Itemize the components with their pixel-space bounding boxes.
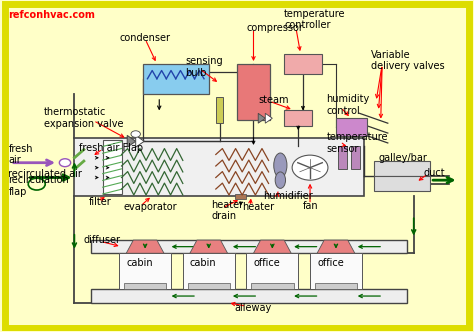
Bar (336, 118, 366, 136)
Circle shape (292, 155, 328, 180)
Bar (251, 283, 293, 290)
Bar (315, 283, 357, 290)
Text: thermostatic
expansion valve: thermostatic expansion valve (44, 108, 123, 129)
Text: temperature
sensor: temperature sensor (327, 132, 388, 154)
Bar (103, 140, 121, 194)
Bar (119, 253, 171, 290)
Polygon shape (190, 240, 228, 253)
Bar (237, 64, 270, 120)
Text: heater
drain: heater drain (211, 200, 243, 221)
Bar (351, 146, 360, 169)
Text: recirculation
flap: recirculation flap (9, 175, 69, 197)
Bar (310, 253, 362, 290)
Bar (91, 290, 407, 303)
Ellipse shape (275, 172, 285, 188)
Bar (143, 64, 209, 94)
Bar (284, 110, 312, 126)
Bar (374, 176, 430, 191)
Text: fan: fan (303, 201, 319, 210)
Text: galley/bar: galley/bar (378, 153, 427, 163)
Bar (338, 146, 347, 169)
Polygon shape (126, 240, 164, 253)
Text: cabin: cabin (190, 258, 217, 268)
Text: temperature
controller: temperature controller (284, 9, 346, 30)
Text: heater: heater (242, 202, 274, 212)
Bar (374, 161, 430, 176)
Bar (188, 283, 230, 290)
Ellipse shape (274, 153, 287, 178)
Text: alleway: alleway (235, 302, 272, 312)
Polygon shape (258, 113, 265, 123)
Text: condenser: condenser (119, 33, 170, 42)
Text: recirculated air: recirculated air (9, 169, 82, 179)
Text: sensing
bulb: sensing bulb (185, 56, 223, 78)
Polygon shape (127, 135, 136, 147)
Bar (246, 253, 298, 290)
Text: fresh
air: fresh air (9, 144, 33, 165)
Text: humidifier: humidifier (263, 191, 313, 201)
Polygon shape (136, 135, 144, 147)
Bar (235, 194, 246, 199)
Circle shape (59, 159, 71, 167)
Bar (284, 54, 322, 74)
Circle shape (131, 131, 140, 137)
Bar (74, 138, 364, 196)
Text: office: office (317, 258, 344, 268)
Text: steam: steam (258, 95, 289, 105)
Bar (124, 283, 166, 290)
Text: evaporator: evaporator (124, 202, 178, 212)
Bar (91, 240, 407, 253)
Text: fresh air Flap: fresh air Flap (79, 143, 143, 153)
Text: diffuser: diffuser (84, 235, 121, 245)
Polygon shape (317, 240, 355, 253)
Text: compressor: compressor (246, 23, 303, 33)
Text: refconhvac.com: refconhvac.com (9, 10, 95, 20)
Text: cabin: cabin (126, 258, 153, 268)
Bar (183, 253, 235, 290)
Text: office: office (254, 258, 280, 268)
Text: humidity
control: humidity control (327, 94, 370, 116)
Text: filter: filter (89, 197, 111, 207)
Polygon shape (265, 113, 273, 123)
Text: duct: duct (423, 168, 445, 178)
Bar (216, 97, 223, 123)
Polygon shape (254, 240, 291, 253)
Text: Variable
delivery valves: Variable delivery valves (371, 50, 445, 71)
